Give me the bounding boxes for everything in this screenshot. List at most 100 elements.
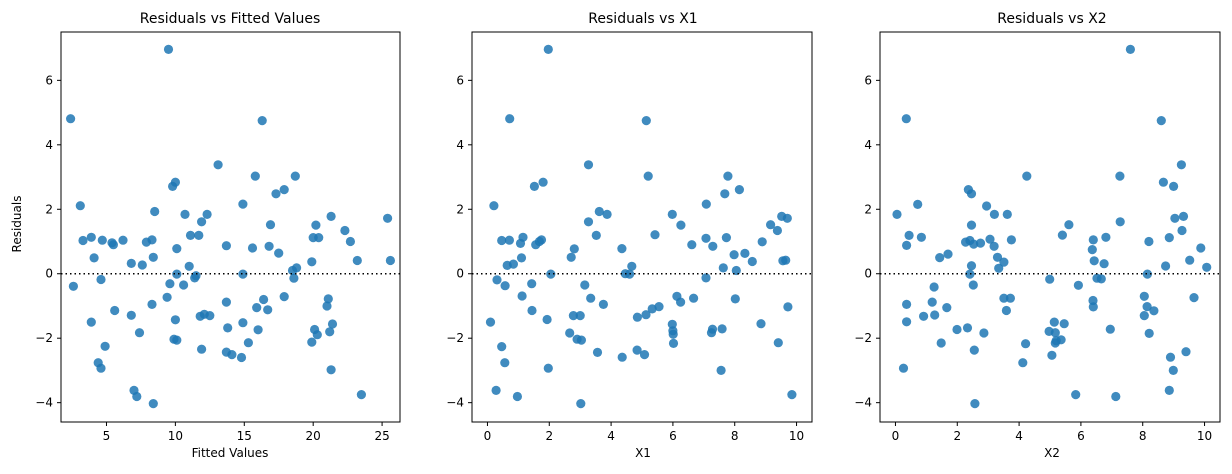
data-point: [287, 265, 298, 276]
data-point: [221, 241, 231, 251]
data-point: [172, 244, 182, 254]
data-point: [1050, 328, 1060, 338]
data-point: [627, 261, 637, 271]
y-axis-label: Residuals: [10, 196, 24, 253]
data-point: [1111, 391, 1121, 402]
data-point: [575, 311, 585, 321]
y-tick-label: −4: [35, 396, 53, 410]
x-tick-label: 10: [1197, 429, 1212, 443]
data-point: [913, 199, 923, 209]
data-point: [667, 209, 677, 219]
data-point: [586, 293, 596, 303]
x-tick-label: 6: [669, 429, 677, 443]
x-tick-label: 2: [545, 429, 553, 443]
data-point: [708, 241, 718, 251]
x-axis-label: X2: [1044, 446, 1060, 460]
data-point: [538, 177, 548, 187]
data-point: [385, 255, 395, 266]
data-point: [701, 233, 711, 243]
data-point: [497, 235, 507, 246]
data-point: [1049, 317, 1059, 327]
data-point: [97, 235, 107, 245]
data-point: [78, 235, 88, 246]
plot-area: 5 10 15 20 25 −4 −2 0 2 4 6: [35, 31, 401, 443]
y-tick-label: 2: [45, 202, 53, 216]
data-point: [1001, 305, 1012, 316]
data-point: [902, 240, 912, 250]
data-point: [898, 363, 909, 373]
data-point: [992, 252, 1003, 262]
data-point: [194, 230, 204, 240]
data-point: [668, 338, 679, 348]
plot-area: 0 2 4 6 8 10 −4 −2 0 2 4 6: [446, 31, 813, 443]
data-point: [497, 342, 507, 352]
data-point: [162, 292, 172, 302]
data-point: [148, 252, 158, 262]
data-point: [527, 305, 537, 316]
data-point: [279, 185, 289, 195]
data-point: [502, 260, 512, 270]
panel-x2: Residuals vs X2 X2 0 2 4 6 8 10 −4 −2 0 2 4 6: [854, 11, 1221, 460]
data-point: [1064, 220, 1074, 230]
data-point: [580, 280, 590, 290]
data-point: [1185, 255, 1195, 265]
data-point: [236, 352, 247, 363]
data-point: [179, 280, 189, 290]
data-point: [966, 220, 977, 230]
data-point: [274, 248, 284, 258]
data-point: [1002, 209, 1012, 219]
data-point: [325, 327, 335, 337]
data-point: [250, 171, 260, 181]
data-point: [1144, 236, 1154, 247]
data-point: [279, 292, 289, 302]
data-point: [782, 213, 792, 223]
data-point: [602, 209, 612, 219]
data-point: [147, 299, 157, 309]
data-point: [168, 181, 178, 191]
y-tick-label: −2: [854, 331, 872, 345]
data-point: [1115, 217, 1125, 227]
data-point: [516, 253, 527, 263]
data-point: [643, 171, 653, 181]
data-point: [1156, 116, 1166, 126]
y-tick-label: 2: [864, 202, 872, 216]
data-point: [989, 209, 1000, 219]
data-point: [966, 189, 977, 199]
data-point: [1158, 177, 1168, 187]
x-tick-label: 20: [306, 429, 321, 443]
data-point: [517, 291, 527, 301]
data-point: [902, 299, 912, 309]
data-point: [772, 225, 783, 236]
x-tick-label: 8: [1139, 429, 1147, 443]
data-point: [969, 345, 979, 355]
data-point: [126, 258, 136, 268]
data-point: [1170, 213, 1180, 223]
data-point: [1005, 293, 1016, 303]
data-point: [227, 350, 237, 360]
data-point: [723, 171, 733, 181]
x-tick-label: 10: [789, 429, 804, 443]
data-point: [243, 338, 253, 348]
data-point: [340, 225, 350, 236]
data-point: [641, 116, 651, 126]
y-tick-label: 2: [456, 202, 464, 216]
y-tick-label: 4: [45, 138, 53, 152]
data-point: [740, 248, 750, 258]
data-point: [1101, 232, 1111, 242]
data-point: [75, 201, 85, 211]
data-point: [591, 230, 601, 240]
x-tick-label: 15: [237, 429, 252, 443]
data-point: [89, 253, 99, 263]
data-point: [1105, 324, 1115, 334]
data-point: [1169, 181, 1179, 191]
data-point: [1073, 280, 1083, 290]
data-point: [689, 293, 699, 303]
y-tick-label: 6: [864, 73, 872, 87]
data-point: [1202, 262, 1212, 272]
data-point: [264, 241, 274, 251]
data-point: [720, 189, 730, 199]
data-point: [543, 363, 553, 373]
data-point: [96, 274, 106, 285]
data-point: [927, 297, 937, 307]
data-point: [322, 301, 332, 311]
